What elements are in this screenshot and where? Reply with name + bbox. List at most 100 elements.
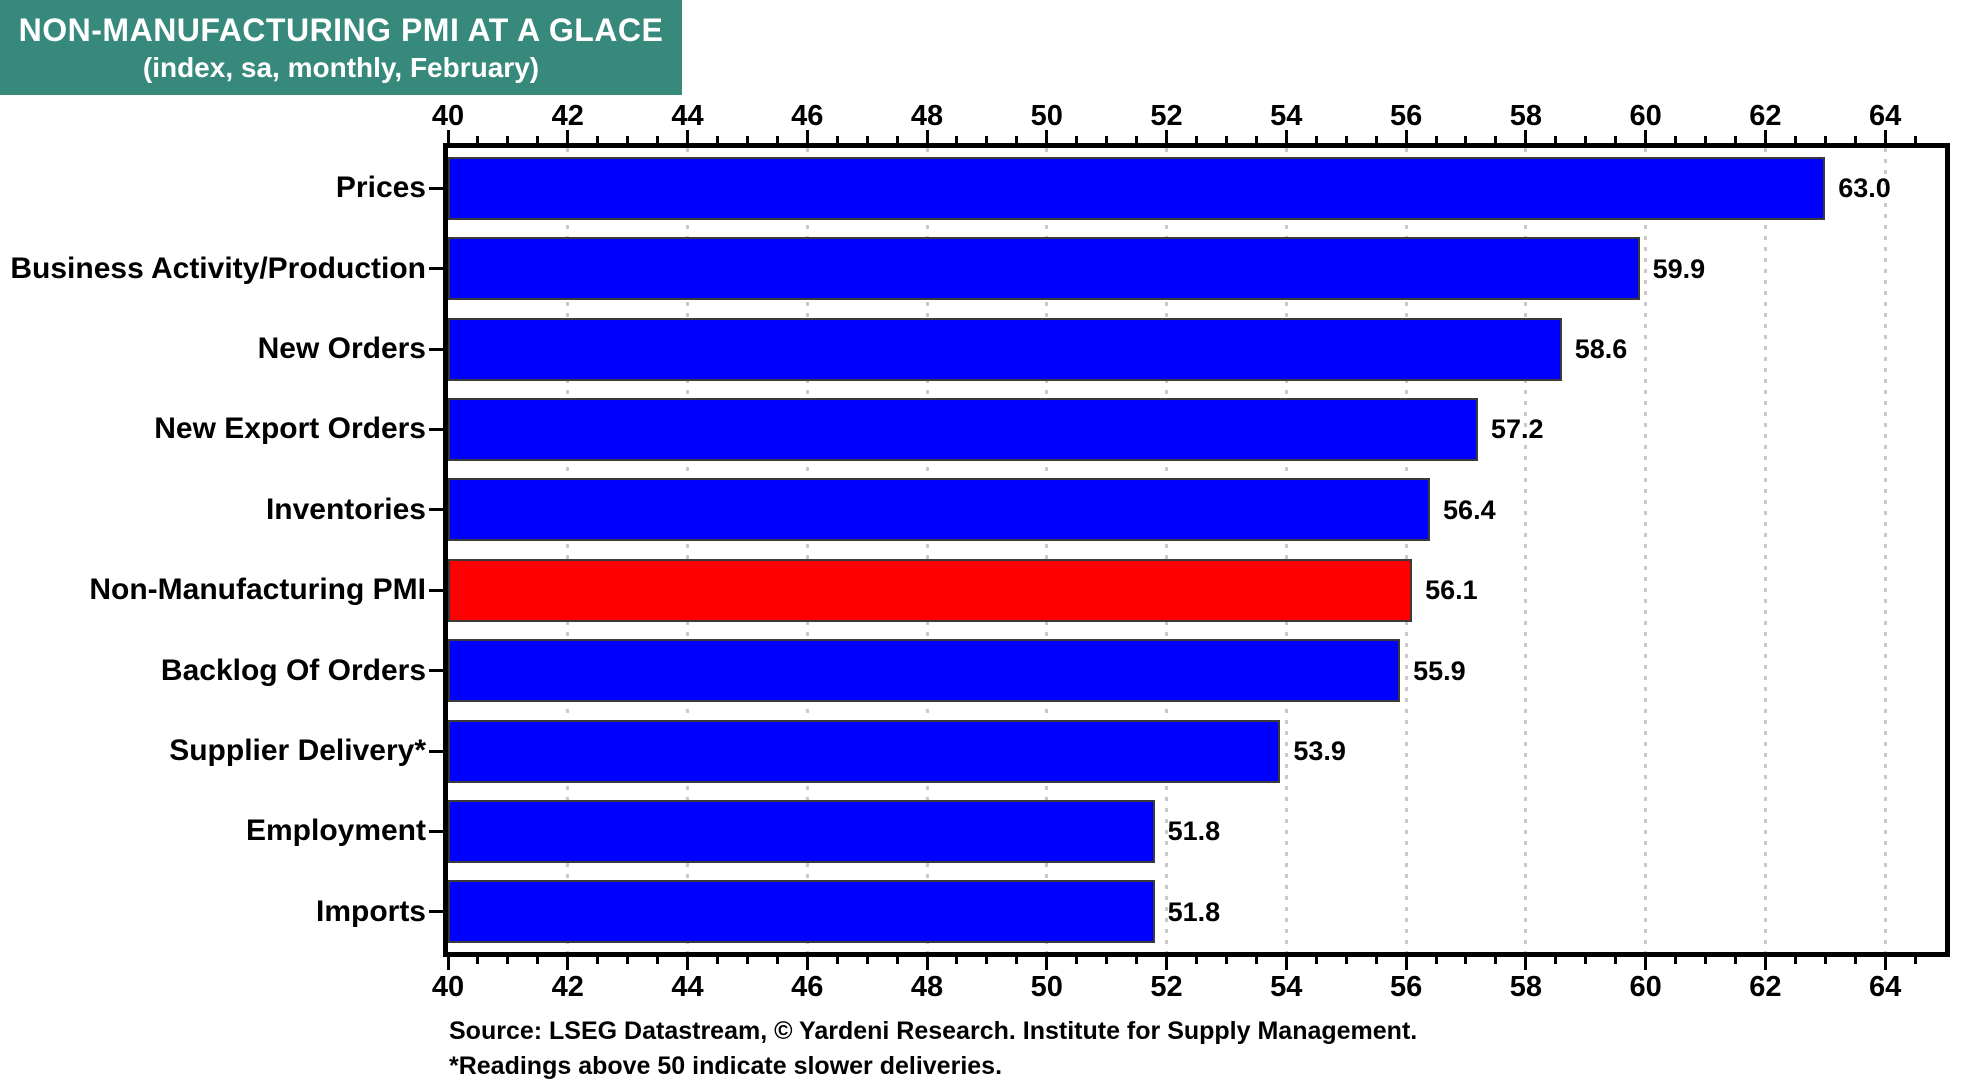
gridline — [1763, 148, 1767, 952]
y-category-tick — [429, 829, 443, 833]
x-minor-tick — [1853, 136, 1857, 143]
bar-value-label: 56.1 — [1425, 575, 1478, 606]
category-label: New Export Orders — [154, 412, 426, 446]
x-minor-tick — [1434, 136, 1438, 143]
gridline — [566, 148, 570, 952]
category-label: Inventories — [265, 492, 426, 526]
gridline — [805, 148, 809, 952]
x-minor-tick — [1135, 136, 1139, 143]
x-major-tick — [686, 957, 690, 970]
x-minor-tick — [715, 136, 719, 143]
x-minor-tick — [1703, 136, 1707, 143]
x-minor-tick — [1584, 957, 1588, 964]
x-minor-tick — [596, 957, 600, 964]
x-minor-tick — [1614, 136, 1618, 143]
x-tick-label-top: 46 — [791, 100, 824, 132]
x-major-tick — [1524, 957, 1528, 970]
category-label: Backlog Of Orders — [160, 653, 426, 687]
x-minor-tick — [626, 957, 630, 964]
x-minor-tick — [1793, 136, 1797, 143]
x-tick-label-top: 58 — [1509, 100, 1542, 132]
x-major-tick — [446, 957, 450, 970]
chart-subtitle: (index, sa, monthly, February) — [142, 51, 540, 83]
bar-value-label: 63.0 — [1838, 173, 1891, 204]
x-minor-tick — [985, 136, 989, 143]
x-minor-tick — [1344, 136, 1348, 143]
x-tick-label-bottom: 50 — [1030, 971, 1063, 1003]
x-minor-tick — [865, 957, 869, 964]
x-minor-tick — [1733, 136, 1737, 143]
x-minor-tick — [835, 136, 839, 143]
x-minor-tick — [476, 957, 480, 964]
x-tick-label-bottom: 40 — [431, 971, 465, 1003]
bar-supplier-delivery- — [448, 719, 1281, 783]
x-minor-tick — [656, 136, 660, 143]
y-category-tick — [429, 267, 443, 271]
x-minor-tick — [476, 136, 480, 143]
x-minor-tick — [1374, 957, 1378, 964]
x-minor-tick — [1913, 136, 1917, 143]
gridline — [1644, 148, 1648, 952]
x-minor-tick — [745, 957, 749, 964]
x-tick-label-bottom: 56 — [1389, 971, 1423, 1003]
bar-value-label: 55.9 — [1413, 655, 1466, 686]
gridline — [1165, 148, 1169, 952]
source-note: Source: LSEG Datastream, © Yardeni Resea… — [449, 1017, 1418, 1045]
x-minor-tick — [955, 136, 959, 143]
x-tick-label-top: 64 — [1868, 100, 1902, 132]
x-tick-label-bottom: 62 — [1749, 971, 1782, 1003]
x-minor-tick — [1464, 957, 1468, 964]
x-minor-tick — [1075, 957, 1079, 964]
y-category-tick — [429, 588, 443, 592]
x-tick-label-bottom: 44 — [671, 971, 704, 1003]
bar-value-label: 58.6 — [1574, 334, 1628, 364]
x-major-tick — [925, 130, 929, 143]
bar-new-export-orders — [448, 397, 1478, 461]
y-category-tick — [429, 347, 443, 351]
gridline — [1404, 148, 1408, 952]
footnote: *Readings above 50 indicate slower deliv… — [449, 1052, 1003, 1080]
y-category-tick — [429, 186, 443, 190]
bar-value-label: 51.8 — [1167, 896, 1221, 927]
category-label: Supplier Delivery* — [169, 734, 426, 767]
chart-title: NON-MANUFACTURING PMI AT A GLACE — [18, 11, 664, 48]
x-minor-tick — [1195, 136, 1198, 143]
x-major-tick — [446, 130, 450, 143]
x-tick-label-bottom: 64 — [1868, 971, 1902, 1003]
x-minor-tick — [1674, 957, 1678, 964]
x-minor-tick — [626, 136, 630, 143]
y-category-tick — [429, 749, 443, 753]
x-major-tick — [1165, 130, 1169, 143]
x-tick-label-bottom: 42 — [551, 971, 584, 1003]
x-tick-label-bottom: 48 — [910, 971, 944, 1003]
x-minor-tick — [1793, 957, 1797, 964]
x-minor-tick — [1344, 957, 1348, 964]
x-minor-tick — [1374, 136, 1378, 143]
x-minor-tick — [1674, 136, 1678, 143]
x-tick-label-top: 42 — [551, 100, 584, 132]
x-minor-tick — [775, 136, 779, 143]
x-minor-tick — [1105, 957, 1109, 964]
x-minor-tick — [715, 957, 719, 964]
category-label: New Orders — [257, 332, 426, 365]
x-minor-tick — [506, 136, 510, 143]
x-minor-tick — [1015, 136, 1019, 143]
gridline — [925, 148, 929, 952]
x-major-tick — [566, 957, 570, 970]
bar-value-label: 53.9 — [1293, 736, 1346, 766]
x-minor-tick — [1254, 136, 1258, 143]
x-major-tick — [1644, 130, 1648, 143]
x-major-tick — [925, 957, 929, 970]
x-tick-label-bottom: 60 — [1629, 971, 1662, 1003]
x-major-tick — [1883, 957, 1887, 970]
x-major-tick — [1045, 957, 1049, 970]
x-minor-tick — [895, 957, 899, 964]
x-major-tick — [1404, 957, 1408, 970]
x-minor-tick — [1703, 957, 1707, 964]
y-category-tick — [429, 427, 443, 431]
x-minor-tick — [955, 957, 959, 964]
x-minor-tick — [835, 957, 839, 964]
x-tick-label-top: 60 — [1629, 100, 1662, 132]
gridline — [686, 148, 690, 952]
bar-prices — [448, 156, 1826, 220]
